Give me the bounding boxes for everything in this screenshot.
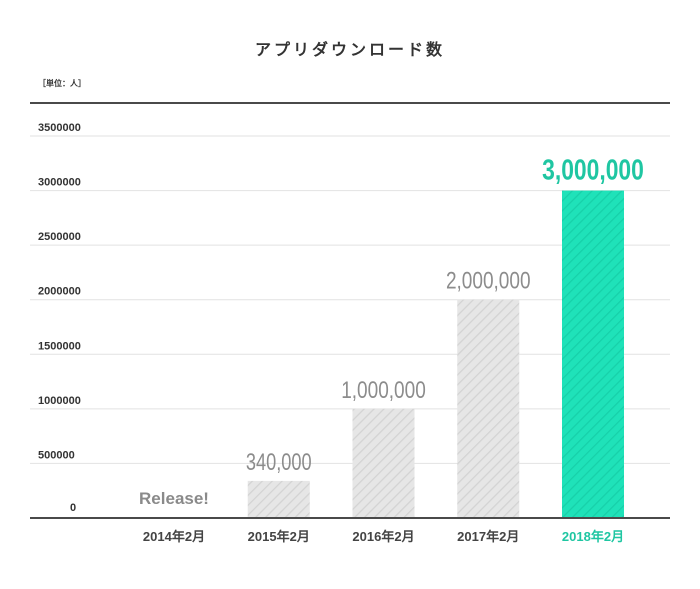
y-tick-label: 0 — [70, 502, 76, 514]
y-tick-label: 1500000 — [38, 340, 81, 352]
bars — [247, 190, 624, 519]
y-axis-tick-labels: 0 500000 1000000 1500000 2000000 2500000 30000… — [38, 122, 81, 514]
data-label: 3,000,000 — [542, 155, 644, 187]
x-tick-label: 2015年2月 — [248, 529, 310, 544]
y-axis-unit-label: ［単位：人］ — [38, 78, 86, 88]
bar — [457, 299, 520, 518]
bar — [247, 480, 310, 518]
x-tick-label: 2018年2月 — [562, 529, 624, 544]
y-tick-label: 500000 — [38, 449, 75, 461]
bar — [352, 408, 415, 518]
x-tick-label: 2017年2月 — [457, 529, 519, 544]
release-annotation: Release! — [139, 489, 209, 508]
y-tick-label: 2500000 — [38, 231, 81, 243]
data-label: 340,000 — [246, 449, 312, 476]
data-label: 2,000,000 — [446, 268, 531, 295]
y-tick-label: 3500000 — [38, 122, 81, 134]
x-tick-label: 2016年2月 — [352, 529, 414, 544]
chart-title: アプリダウンロード数 — [255, 40, 445, 59]
y-tick-label: 3000000 — [38, 177, 81, 189]
data-labels: 340,000 1,000,000 2,000,000 3,000,000 — [246, 155, 644, 476]
annotations: Release! — [139, 489, 209, 508]
y-tick-label: 1000000 — [38, 395, 81, 407]
x-axis-category-labels: 2014年2月 2015年2月 2016年2月 2017年2月 2018年2月 — [143, 529, 624, 544]
x-tick-label: 2014年2月 — [143, 529, 205, 544]
bar-highlight — [562, 190, 624, 519]
y-tick-label: 2000000 — [38, 286, 81, 298]
data-label: 1,000,000 — [341, 377, 426, 404]
